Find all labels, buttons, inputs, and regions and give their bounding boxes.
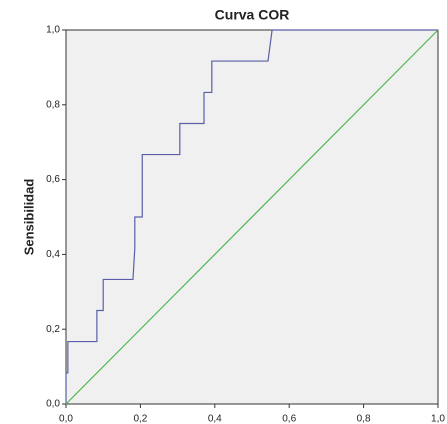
x-tick-label: 0,6 [282,414,296,424]
x-tick-label: 0,2 [133,414,147,424]
x-tick-label: 0,0 [59,414,73,424]
y-tick-label: 0,4 [46,249,60,260]
y-tick-label: 0,0 [46,399,60,410]
y-tick-label: 0,2 [46,324,60,335]
x-tick-label: 1,0 [431,414,445,424]
curve [65,29,439,405]
y-tick-label: 0,8 [46,99,60,110]
x-tick-label: 0,8 [357,414,371,424]
curve [65,29,438,404]
x-tick-label: 0,4 [208,414,222,424]
y-tick-label: 0,6 [46,174,60,185]
chart-title: Curva COR [215,7,290,23]
y-tick-label: 1,0 [46,25,60,36]
y-axis-label: Sensibilidad [21,179,36,256]
